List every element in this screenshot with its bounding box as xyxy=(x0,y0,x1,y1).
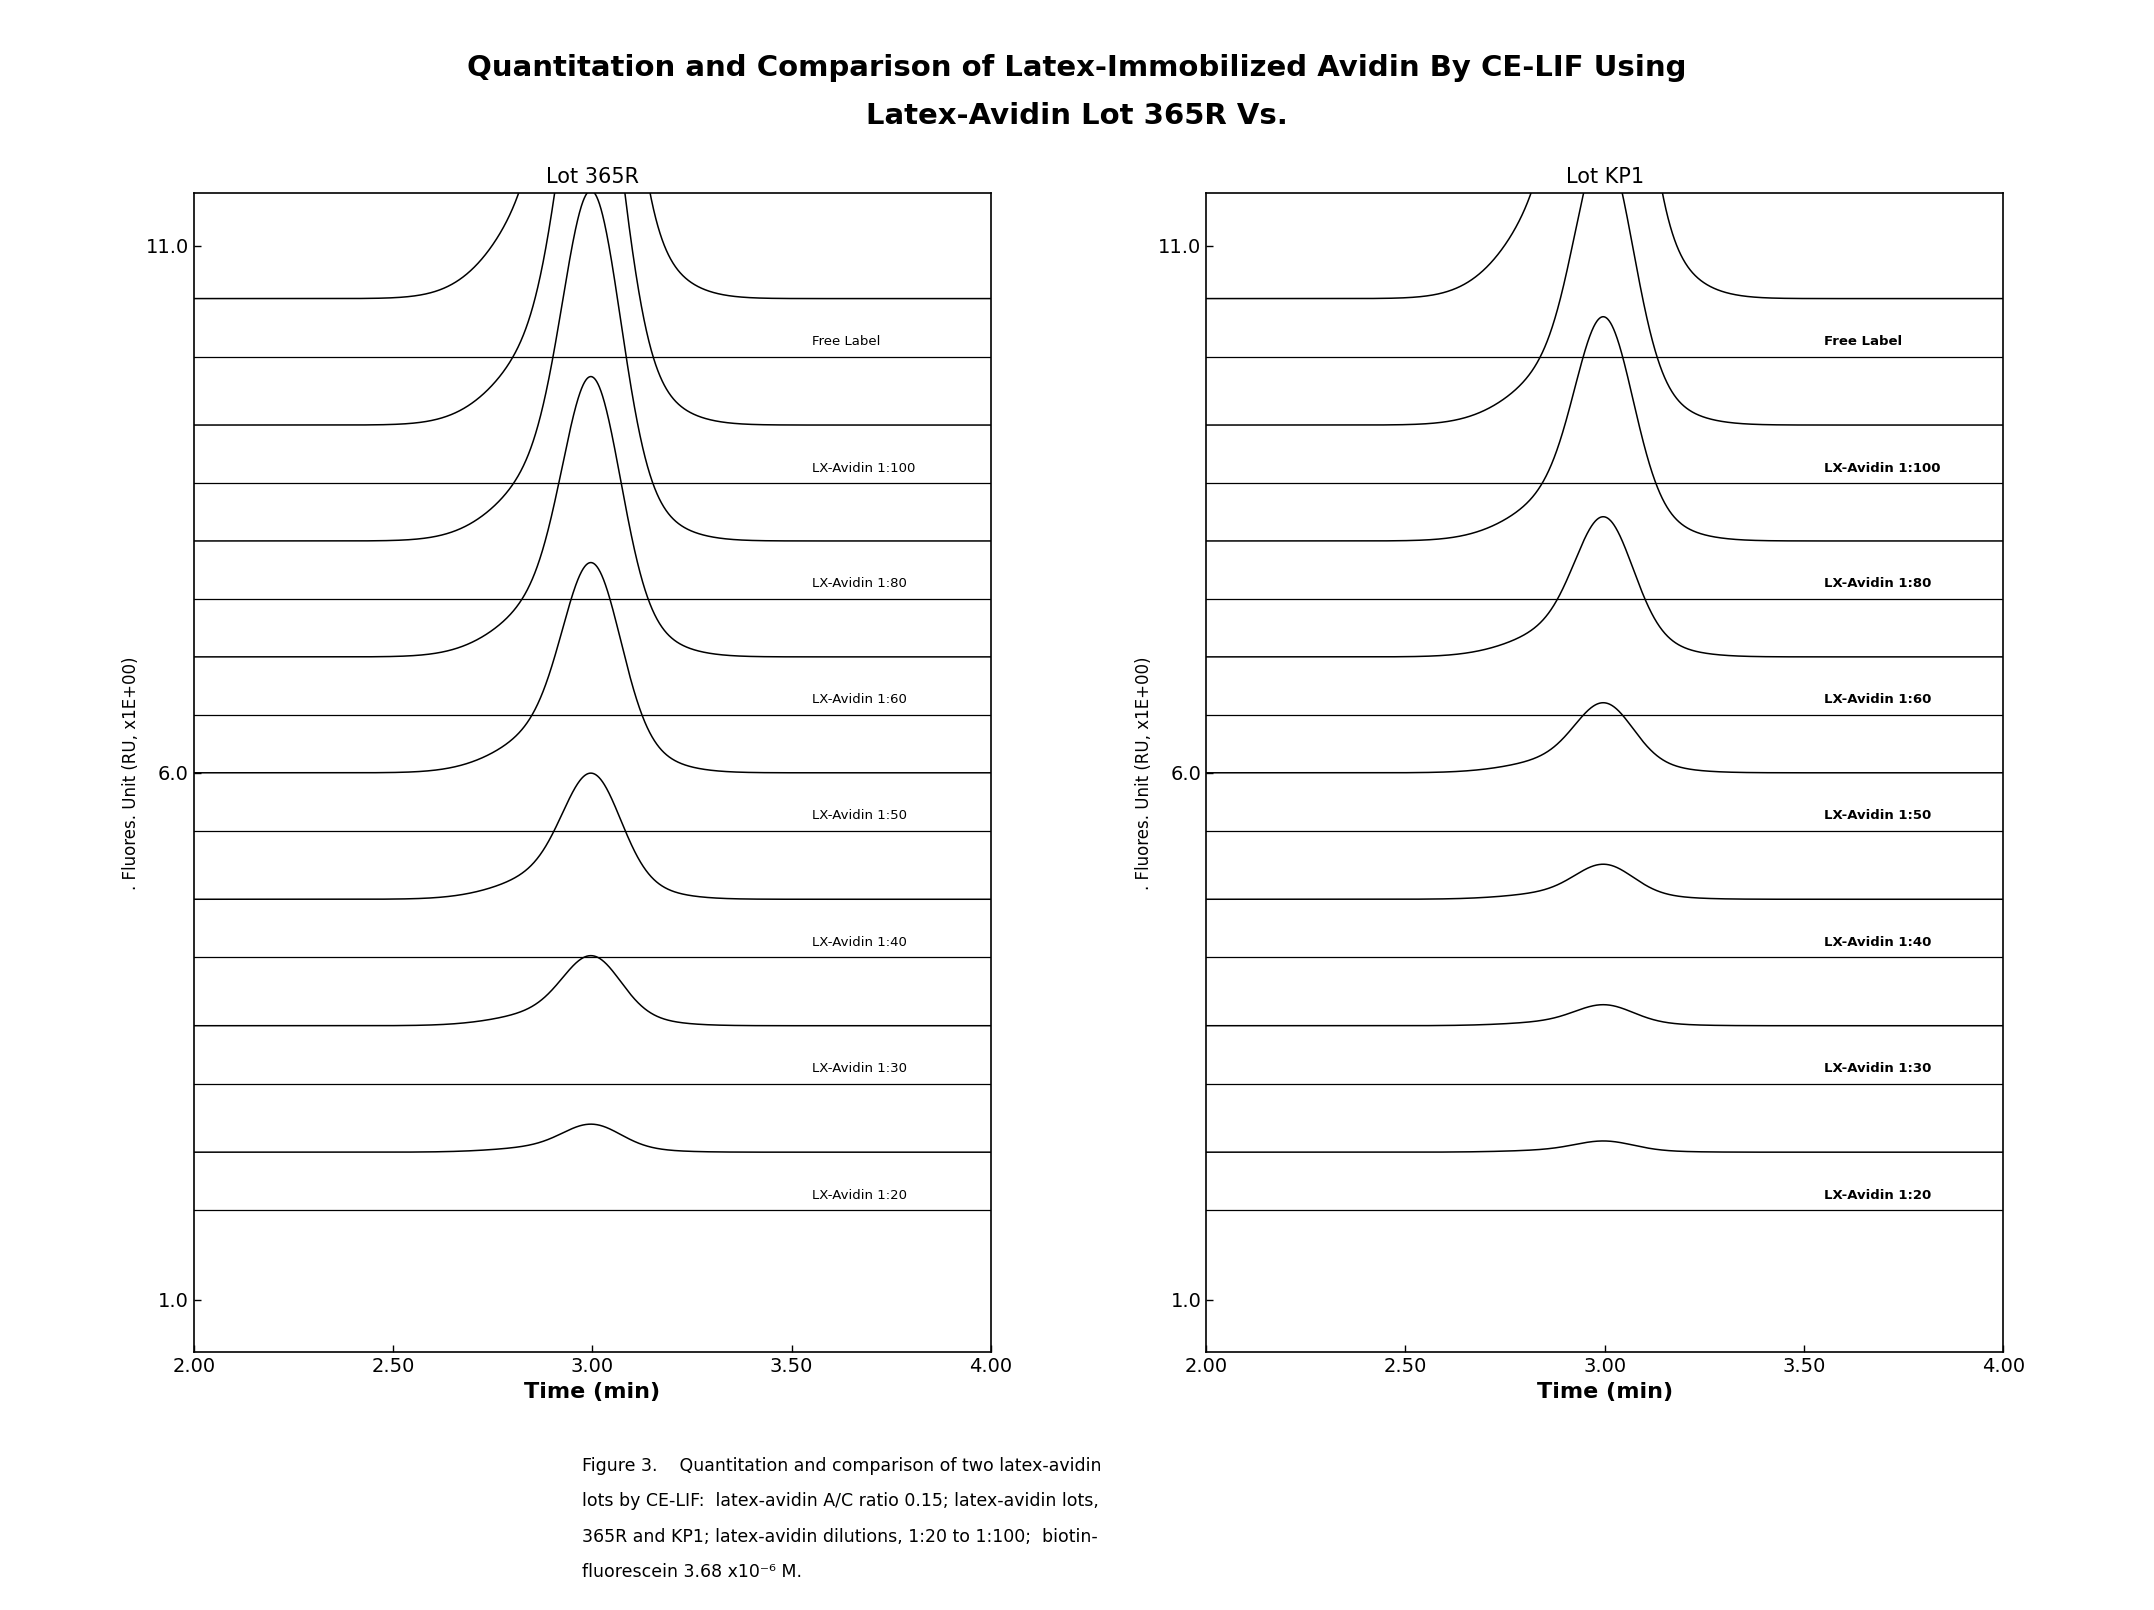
Text: LX-Avidin 1:60: LX-Avidin 1:60 xyxy=(812,694,907,707)
Text: LX-Avidin 1:40: LX-Avidin 1:40 xyxy=(812,935,907,948)
Text: Free Label: Free Label xyxy=(1824,335,1902,348)
Text: LX-Avidin 1:60: LX-Avidin 1:60 xyxy=(1824,694,1932,707)
Text: Latex-Avidin Lot 365R Vs.: Latex-Avidin Lot 365R Vs. xyxy=(866,101,1288,130)
Title: Lot KP1: Lot KP1 xyxy=(1566,167,1644,187)
Text: lots by CE-LIF:  latex-avidin A/C ratio 0.15; latex-avidin lots,: lots by CE-LIF: latex-avidin A/C ratio 0… xyxy=(582,1492,1099,1510)
Text: LX-Avidin 1:30: LX-Avidin 1:30 xyxy=(1824,1063,1932,1075)
Text: LX-Avidin 1:30: LX-Avidin 1:30 xyxy=(812,1063,907,1075)
Text: LX-Avidin 1:50: LX-Avidin 1:50 xyxy=(812,810,907,823)
Text: LX-Avidin 1:100: LX-Avidin 1:100 xyxy=(812,462,915,475)
Text: LX-Avidin 1:80: LX-Avidin 1:80 xyxy=(812,578,907,591)
Text: Quantitation and Comparison of Latex-Immobilized Avidin By CE-LIF Using: Quantitation and Comparison of Latex-Imm… xyxy=(467,53,1687,82)
Y-axis label: . Fluores. Unit (RU, x1E+00): . Fluores. Unit (RU, x1E+00) xyxy=(123,655,140,890)
Text: fluorescein 3.68 x10⁻⁶ M.: fluorescein 3.68 x10⁻⁶ M. xyxy=(582,1563,801,1581)
Text: Figure 3.    Quantitation and comparison of two latex-avidin: Figure 3. Quantitation and comparison of… xyxy=(582,1457,1101,1475)
Text: Free Label: Free Label xyxy=(812,335,879,348)
Text: LX-Avidin 1:40: LX-Avidin 1:40 xyxy=(1824,935,1932,948)
Text: LX-Avidin 1:20: LX-Avidin 1:20 xyxy=(1824,1188,1932,1201)
X-axis label: Time (min): Time (min) xyxy=(523,1381,661,1402)
Title: Lot 365R: Lot 365R xyxy=(545,167,640,187)
Text: LX-Avidin 1:100: LX-Avidin 1:100 xyxy=(1824,462,1941,475)
Text: LX-Avidin 1:50: LX-Avidin 1:50 xyxy=(1824,810,1932,823)
X-axis label: Time (min): Time (min) xyxy=(1536,1381,1674,1402)
Text: LX-Avidin 1:80: LX-Avidin 1:80 xyxy=(1824,578,1932,591)
Text: 365R and KP1; latex-avidin dilutions, 1:20 to 1:100;  biotin-: 365R and KP1; latex-avidin dilutions, 1:… xyxy=(582,1528,1096,1546)
Y-axis label: . Fluores. Unit (RU, x1E+00): . Fluores. Unit (RU, x1E+00) xyxy=(1135,655,1152,890)
Text: LX-Avidin 1:20: LX-Avidin 1:20 xyxy=(812,1188,907,1201)
